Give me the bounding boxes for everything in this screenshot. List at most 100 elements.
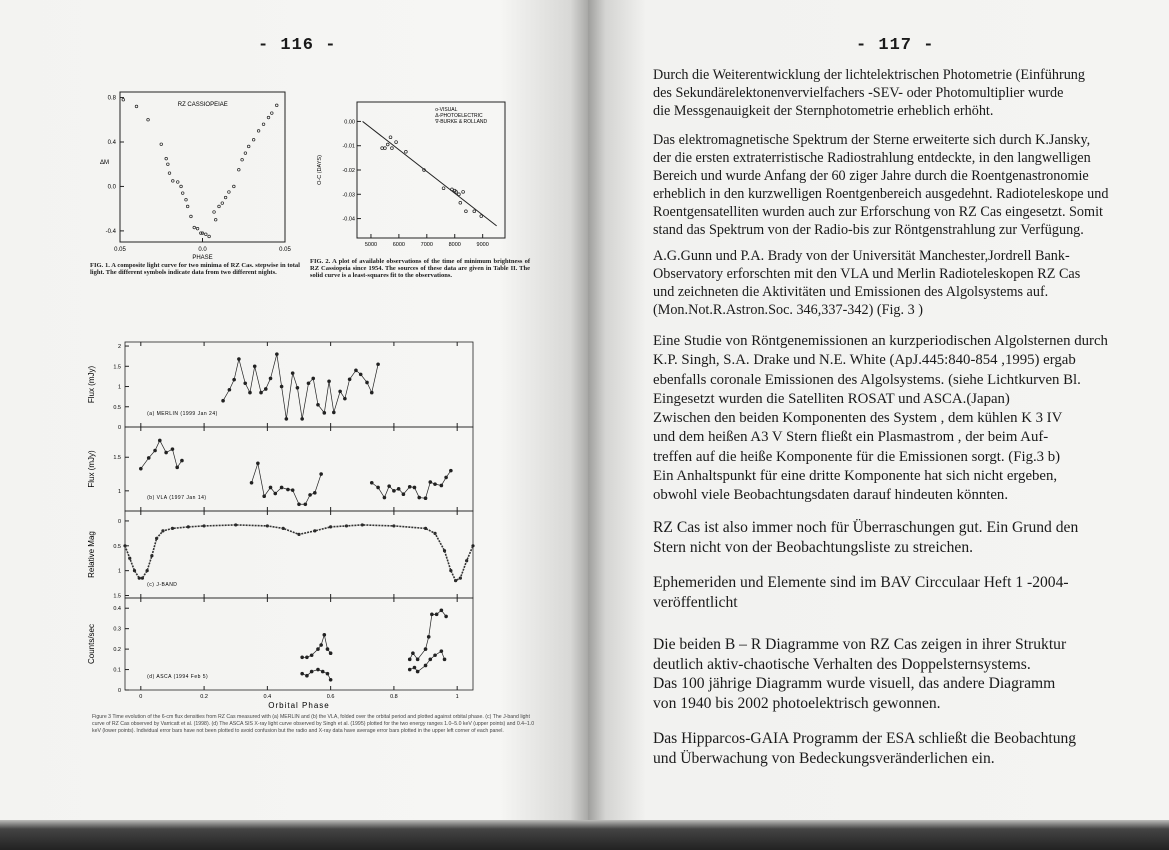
paragraph-photometry: Durch die Weiterentwicklung der lichtele… <box>653 67 1085 119</box>
data-point <box>259 390 263 395</box>
x-tick-label: 0.4 <box>264 694 272 700</box>
figure-2-caption: FIG. 2. A plot of available observations… <box>310 258 530 279</box>
data-point <box>279 384 284 389</box>
data-point <box>221 398 225 403</box>
y-tick-label: 1 <box>118 489 121 495</box>
data-point <box>444 614 448 619</box>
data-point <box>433 482 437 486</box>
y-tick-label: 2 <box>118 344 121 350</box>
data-point <box>439 483 444 488</box>
x-tick-label: 0.2 <box>200 694 208 700</box>
data-point <box>164 157 168 161</box>
data-point <box>180 458 184 463</box>
y-tick-label: 1.5 <box>113 364 121 370</box>
data-point <box>181 191 185 195</box>
data-point <box>327 379 331 384</box>
y-axis-label: Flux (mJy) <box>87 450 96 488</box>
y-tick-label: 0.8 <box>108 96 117 102</box>
data-point <box>423 647 428 651</box>
scan-edge-shadow <box>0 820 1169 850</box>
data-point <box>158 438 162 443</box>
data-point <box>449 468 453 473</box>
y-tick-label: 0.4 <box>108 140 117 146</box>
y-tick-label: 0.4 <box>113 606 121 612</box>
data-point <box>249 480 254 485</box>
data-point <box>387 484 391 488</box>
data-point <box>139 466 143 471</box>
data-point <box>396 487 401 491</box>
data-point <box>305 655 309 660</box>
y-axis-label: Relative Mag <box>87 531 96 578</box>
data-point <box>146 118 150 122</box>
x-tick-label: 0.05 <box>114 247 126 253</box>
series-line <box>251 463 322 505</box>
data-point <box>227 190 231 194</box>
x-axis-label: Orbital Phase <box>268 701 329 710</box>
data-point <box>268 485 273 490</box>
data-point <box>354 368 358 373</box>
page-number: - 117 - <box>856 36 935 55</box>
figure-1-caption: FIG. 1. A composite light curve for two … <box>90 262 300 276</box>
data-point <box>166 162 170 166</box>
data-point <box>392 489 396 493</box>
data-point <box>243 151 248 155</box>
data-point <box>385 142 390 147</box>
data-point <box>297 502 301 507</box>
data-point <box>159 142 163 146</box>
figure-1-light-curve: 0.05 0.0 0.05 0.8 0.4 0.0 -0.4 ΔM PHASE RZ CASSIO… <box>100 91 291 260</box>
panel-frame <box>124 597 474 691</box>
x-tick-label: 0 <box>139 694 142 700</box>
y-axis-label: ΔM <box>100 160 109 166</box>
data-point <box>237 168 241 172</box>
data-point <box>415 657 420 662</box>
data-point <box>311 376 316 381</box>
data-point <box>248 390 252 395</box>
x-tick-label: 7000 <box>421 242 433 248</box>
paragraph-surprises: RZ Cas ist also immer noch für Überrasch… <box>653 519 1079 556</box>
data-point <box>237 357 241 361</box>
panel-label: (c) J-BAND <box>147 582 177 588</box>
left-page: - 116 - 0.05 0.0 0.05 0.8 0.4 0.0 -0.4 ΔM PHASE R… <box>0 0 588 820</box>
data-point <box>369 390 374 395</box>
data-point <box>457 192 461 197</box>
data-point <box>325 647 330 651</box>
data-point <box>365 380 369 385</box>
data-point <box>270 111 274 115</box>
data-point <box>266 115 271 120</box>
data-point <box>300 417 304 421</box>
data-point <box>316 647 320 651</box>
y-tick-label: -0.4 <box>106 229 117 235</box>
data-point <box>300 655 304 660</box>
data-point <box>401 492 406 496</box>
data-point <box>220 201 224 205</box>
data-point <box>223 195 228 200</box>
data-point <box>175 465 179 470</box>
data-point <box>369 480 374 485</box>
data-point <box>423 663 428 668</box>
y-tick-label: 0 <box>118 425 121 431</box>
data-point <box>322 633 327 637</box>
figure-3-caption: Figure 3 Time evolution of the 6-cm flux… <box>92 714 535 735</box>
data-point <box>358 372 363 377</box>
data-point <box>263 387 268 391</box>
data-point <box>320 669 325 674</box>
y-tick-label: 0.00 <box>344 119 355 125</box>
legend-entry: o-VISUAL <box>435 107 457 113</box>
x-tick-label: 0.0 <box>198 247 207 253</box>
data-point <box>279 485 284 490</box>
x-tick-label: 1 <box>456 694 459 700</box>
data-point <box>428 480 433 484</box>
data-point <box>303 502 308 507</box>
y-tick-label: 1.5 <box>113 594 121 600</box>
data-point <box>167 171 172 175</box>
data-point <box>322 411 327 415</box>
data-point <box>170 447 175 451</box>
data-point <box>407 485 412 489</box>
data-point <box>313 491 317 495</box>
figure-3-multiwavelength: 2 1.5 1 0.5 0 Flux (mJy) (a) MERLIN (1999 Jan … <box>87 341 475 710</box>
panel-label: (d) ASCA (1994 Feb 5) <box>147 674 208 680</box>
data-point <box>376 362 380 367</box>
data-point <box>153 448 157 453</box>
paragraph-ephemerides: Ephemeriden und Elemente sind im BAV Cir… <box>653 574 1069 611</box>
y-tick-label: -0.02 <box>342 168 355 174</box>
